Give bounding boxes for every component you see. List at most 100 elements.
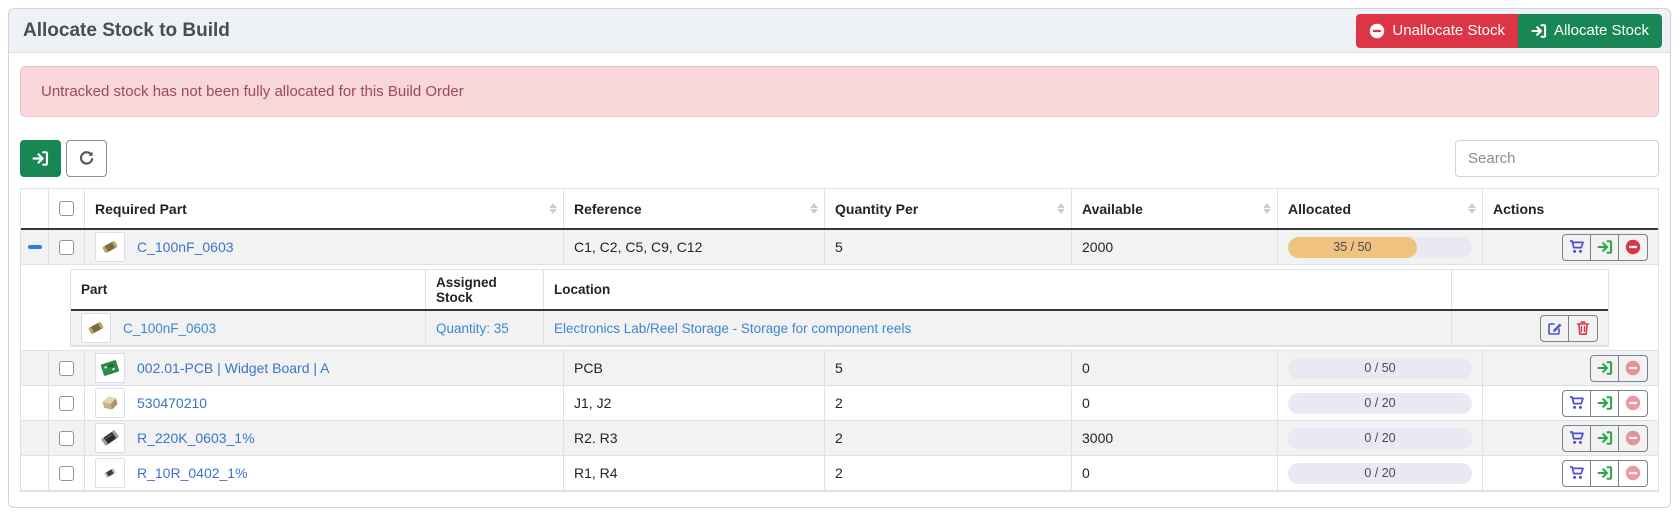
part-link[interactable]: C_100nF_0603 xyxy=(123,320,217,336)
table-row: 002.01-PCB | Widget Board | A PCB 5 0 0 … xyxy=(21,351,1658,386)
available-cell: 3000 xyxy=(1072,421,1278,455)
minus-circle-icon xyxy=(1625,465,1641,481)
shopping-cart-icon xyxy=(1568,240,1584,254)
unallocate-row-button[interactable] xyxy=(1619,356,1647,381)
allocation-progress: 0 / 50 xyxy=(1288,357,1472,379)
expand-column-header xyxy=(21,189,49,228)
row-checkbox[interactable] xyxy=(59,465,74,481)
minus-circle-icon xyxy=(1370,23,1385,38)
refresh-button[interactable] xyxy=(66,140,107,177)
capacitor-image xyxy=(88,322,104,334)
sign-in-icon xyxy=(32,151,49,166)
allocate-row-button[interactable] xyxy=(1591,390,1619,416)
sign-in-icon xyxy=(1531,23,1547,38)
trash-icon xyxy=(1576,321,1590,336)
sort-icon xyxy=(549,203,557,214)
part-thumbnail xyxy=(95,232,125,262)
shopping-cart-icon xyxy=(1568,396,1584,410)
subcolumn-header-part: Part xyxy=(71,270,426,309)
allocate-stock-label: Allocate Stock xyxy=(1553,22,1649,39)
select-all-checkbox[interactable] xyxy=(59,201,74,216)
unallocate-stock-button[interactable]: Unallocate Stock xyxy=(1356,13,1518,48)
unallocate-row-button[interactable] xyxy=(1619,391,1647,416)
order-stock-button[interactable] xyxy=(1563,425,1591,451)
resistor-image xyxy=(101,430,119,446)
unallocate-row-button[interactable] xyxy=(1619,461,1647,486)
part-link[interactable]: R_220K_0603_1% xyxy=(137,430,255,446)
column-header-actions: Actions xyxy=(1493,200,1545,217)
allocation-sub-row: C_100nF_0603 Quantity: 35 Electronics La… xyxy=(71,311,1608,346)
reference-cell: C1, C2, C5, C9, C12 xyxy=(564,230,825,264)
row-actions xyxy=(1562,424,1648,452)
sign-in-icon xyxy=(1596,431,1612,445)
progress-label: 0 / 20 xyxy=(1364,466,1396,480)
allocate-row-button[interactable] xyxy=(1591,355,1619,381)
order-stock-button[interactable] xyxy=(1563,234,1591,260)
panel-header: Allocate Stock to Build Unallocate Stock… xyxy=(9,9,1670,53)
row-checkbox[interactable] xyxy=(59,239,74,255)
part-link[interactable]: 530470210 xyxy=(137,395,208,411)
assigned-stock-link[interactable]: Quantity: 35 xyxy=(436,320,509,336)
row-checkbox[interactable] xyxy=(59,430,74,446)
quantity-per-cell: 2 xyxy=(825,386,1072,420)
order-stock-button[interactable] xyxy=(1563,460,1591,486)
collapse-row-icon[interactable] xyxy=(27,245,42,249)
edit-icon xyxy=(1547,322,1562,335)
column-header-reference[interactable]: Reference xyxy=(564,189,825,228)
unallocate-row-button[interactable] xyxy=(1619,426,1647,451)
allocate-selected-button[interactable] xyxy=(20,140,61,177)
collapse-row-cell xyxy=(21,230,49,264)
sign-in-icon xyxy=(1596,240,1612,254)
available-cell: 0 xyxy=(1072,351,1278,385)
quantity-per-cell: 2 xyxy=(825,421,1072,455)
table-row: R_220K_0603_1% R2. R3 2 3000 0 / 20 xyxy=(21,421,1658,456)
row-checkbox[interactable] xyxy=(59,395,74,411)
column-header-available[interactable]: Available xyxy=(1072,189,1278,228)
page-title: Allocate Stock to Build xyxy=(23,19,230,41)
row-checkbox[interactable] xyxy=(59,360,74,376)
subcolumn-header-location: Location xyxy=(544,270,1452,309)
part-link[interactable]: R_10R_0402_1% xyxy=(137,465,248,481)
edit-allocation-button[interactable] xyxy=(1541,315,1569,341)
minus-circle-icon xyxy=(1625,360,1641,376)
quantity-per-cell: 5 xyxy=(825,351,1072,385)
available-cell: 0 xyxy=(1072,456,1278,490)
alert-message: Untracked stock has not been fully alloc… xyxy=(41,83,464,100)
part-thumbnail xyxy=(81,313,111,343)
search-input[interactable] xyxy=(1455,140,1659,177)
reference-cell: PCB xyxy=(564,351,825,385)
part-link[interactable]: 002.01-PCB | Widget Board | A xyxy=(137,360,330,376)
column-header-required-part[interactable]: Required Part xyxy=(85,189,564,228)
shopping-cart-icon xyxy=(1568,431,1584,445)
allocate-stock-panel: Allocate Stock to Build Unallocate Stock… xyxy=(8,8,1671,508)
allocate-row-button[interactable] xyxy=(1591,425,1619,451)
part-link[interactable]: C_100nF_0603 xyxy=(137,239,234,255)
allocate-stock-button[interactable]: Allocate Stock xyxy=(1517,13,1662,48)
table-row: 530470210 J1, J2 2 0 0 / 20 xyxy=(21,386,1658,421)
column-header-allocated[interactable]: Allocated xyxy=(1278,189,1483,228)
row-actions xyxy=(1562,389,1648,417)
progress-label: 0 / 20 xyxy=(1364,396,1396,410)
connector-image xyxy=(102,396,118,410)
sort-icon xyxy=(810,203,818,214)
sign-in-icon xyxy=(1596,361,1612,375)
row-actions xyxy=(1562,459,1648,487)
allocate-row-button[interactable] xyxy=(1591,234,1619,260)
column-header-quantity-per[interactable]: Quantity Per xyxy=(825,189,1072,228)
reference-cell: R1, R4 xyxy=(564,456,825,490)
allocate-row-button[interactable] xyxy=(1591,460,1619,486)
sign-in-icon xyxy=(1596,396,1612,410)
refresh-icon xyxy=(79,150,94,165)
reference-cell: R2. R3 xyxy=(564,421,825,455)
part-thumbnail xyxy=(95,388,125,418)
subcolumn-header-assigned-stock: Assigned Stock xyxy=(426,270,544,309)
allocations-subtable: Part Assigned Stock Location xyxy=(70,269,1609,347)
quantity-per-cell: 2 xyxy=(825,456,1072,490)
minus-circle-icon xyxy=(1625,239,1641,255)
unallocate-row-button[interactable] xyxy=(1619,235,1647,260)
order-stock-button[interactable] xyxy=(1563,390,1591,416)
location-link[interactable]: Electronics Lab/Reel Storage - Storage f… xyxy=(554,320,912,336)
capacitor-image xyxy=(102,241,118,253)
progress-label: 0 / 50 xyxy=(1364,361,1396,375)
delete-allocation-button[interactable] xyxy=(1569,316,1597,341)
